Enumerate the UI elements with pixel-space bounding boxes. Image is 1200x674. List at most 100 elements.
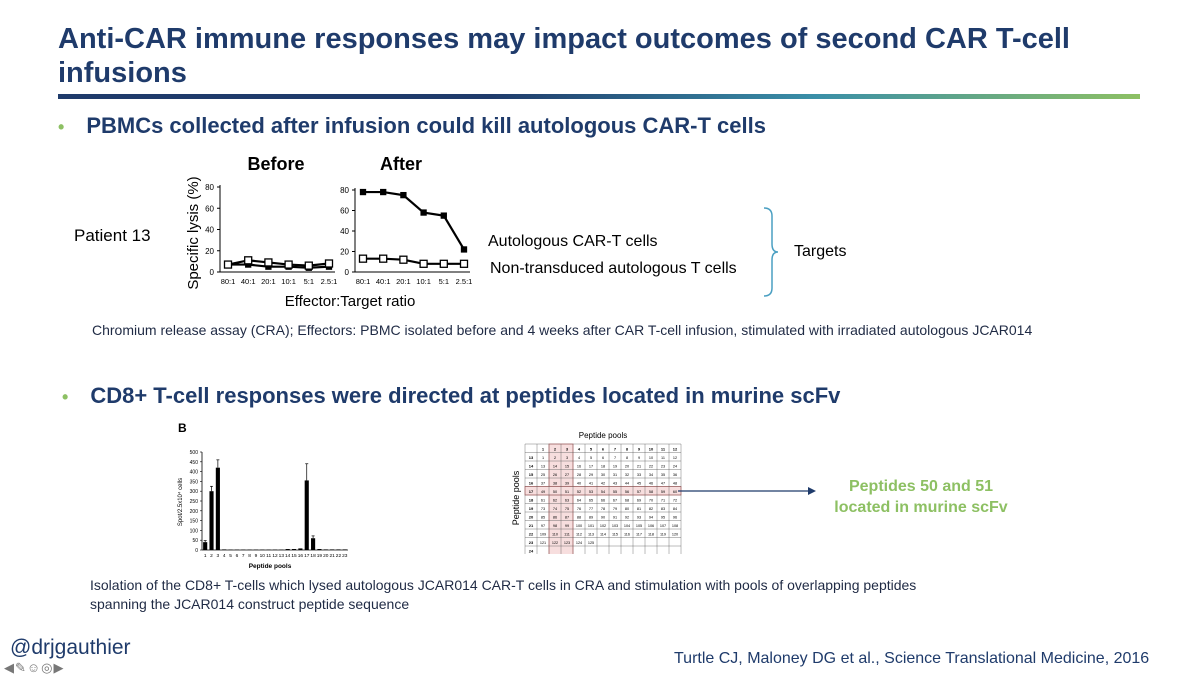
bar [342,549,347,550]
bar-x-tick-label: 4 [223,553,226,559]
grid-cell: 121 [540,541,546,545]
grid-cell: 79 [613,507,617,511]
data-point [440,212,447,219]
data-point [264,258,273,267]
data-point [380,188,387,196]
grid-col-header: 6 [602,446,605,451]
x-tick-label: 80:1 [221,277,236,286]
grid-col-header: 11 [661,446,666,451]
grid-cell: 108 [672,524,678,528]
grid-cell: 95 [661,515,665,519]
grid-cell: 1 [542,456,544,460]
isolation-caption-line1: Isolation of the CD8+ T-cells which lyse… [90,577,917,593]
bar-x-tick-label: 8 [248,553,251,559]
legend-car-t: Autologous CAR-T cells [488,233,658,250]
bar-x-tick-label: 20 [323,553,329,559]
grid-cell: 115 [612,532,618,536]
bar-y-tick-label: 100 [190,528,199,534]
lysis-x-label: Effector:Target ratio [285,293,416,310]
bar-y-tick-label: 200 [190,509,199,515]
grid-cell: 34 [649,473,653,477]
grid-row-header: 21 [529,523,534,528]
grid-cell: 110 [552,532,558,536]
grid-row-header: 14 [529,463,534,468]
grid-cell: 23 [661,464,665,468]
grid-cell: 22 [649,464,653,468]
grid-cell: 24 [673,464,677,468]
data-point [439,259,448,268]
grid-cell: 78 [601,507,605,511]
grid-cell: 44 [625,481,629,485]
bar-x-tick-label: 5 [229,553,232,559]
grid-cell: 59 [661,490,665,494]
grid-cell: 119 [660,532,666,536]
grid-cell: 116 [624,532,630,536]
grid-cell: 9 [638,456,640,460]
peptide-arrow [678,487,816,495]
after-chart-title: After [380,154,422,174]
grid-cell: 26 [553,473,557,477]
title-divider [58,94,1140,99]
grid-cell: 92 [625,515,629,519]
bar-x-tick-label: 17 [304,553,310,559]
x-tick-label: 5:1 [439,277,449,286]
grid-cell: 8 [626,456,628,460]
y-tick-label: 20 [205,247,214,256]
grid-cell: 51 [565,490,569,494]
grid-row-header: 16 [529,480,534,485]
y-tick-label: 60 [205,204,214,213]
bar-y-tick-label: 350 [190,479,199,485]
spot-bar-chart: Spot/2.5x10⁴ cells Peptide pools 0 50 100 1… [177,450,348,570]
bar [323,549,328,550]
before-chart: 0 20 40 60 80 80:1 40:1 20:1 10:1 5:1 2.5:1 [205,183,337,286]
x-tick-label: 2.5:1 [321,277,338,286]
grid-cell: 111 [564,532,570,536]
grid-cell: 90 [601,515,605,519]
grid-cell: 67 [613,498,617,502]
grid-cell: 99 [565,524,569,528]
bullet-1: • PBMCs collected after infusion could ki… [58,113,766,139]
grid-cell: 103 [612,524,618,528]
grid-cell: 89 [589,515,593,519]
x-tick-label: 5:1 [304,277,314,286]
slide-title: Anti-CAR immune responses may impact out… [58,23,1070,89]
bar [330,549,335,550]
grid-cell: 73 [541,507,545,511]
grid-cell: 21 [637,464,641,468]
grid-cell: 117 [636,532,642,536]
grid-cell: 83 [661,507,665,511]
y-tick-label: 20 [340,248,349,257]
grid-cell: 45 [637,481,641,485]
grid-row-header: 23 [529,540,534,545]
grid-title: Peptide pools [579,431,627,440]
bar-y-tick-label: 250 [190,499,199,505]
slide-nav-controls[interactable]: ◀✎☺◎▶ [4,660,65,674]
bar-x-tick-label: 21 [329,553,335,559]
grid-cell: 118 [648,532,654,536]
bar-x-tick-label: 23 [342,553,348,559]
grid-cell: 80 [625,507,629,511]
peptide-note-line2: located in murine scFv [834,499,1008,516]
y-tick-label: 40 [205,226,214,235]
bar [203,542,208,550]
x-tick-label: 10:1 [416,277,431,286]
bar-y-tick-label: 150 [190,519,199,525]
grid-row-header: 17 [529,489,534,494]
bullet-2-text: CD8+ T-cell responses were directed at p… [90,383,841,408]
y-tick-label: 80 [205,183,214,192]
bar-y-tick-label: 0 [195,548,198,554]
grid-cell: 88 [577,515,581,519]
grid-cell: 20 [625,464,629,468]
x-tick-label: 40:1 [376,277,391,286]
grid-cell: 87 [565,515,569,519]
grid-cell: 11 [661,456,665,460]
grid-cell: 38 [553,481,557,485]
x-tick-label: 10:1 [281,277,296,286]
bar-y-tick-label: 450 [190,460,199,466]
grid-cell: 28 [577,473,581,477]
bar-y-tick-label: 400 [190,470,199,476]
grid-cell: 124 [576,541,582,545]
grid-cell: 5 [590,456,592,460]
grid-row-header: 20 [529,514,534,519]
citation: Turtle CJ, Maloney DG et al., Science Tr… [674,650,1150,667]
